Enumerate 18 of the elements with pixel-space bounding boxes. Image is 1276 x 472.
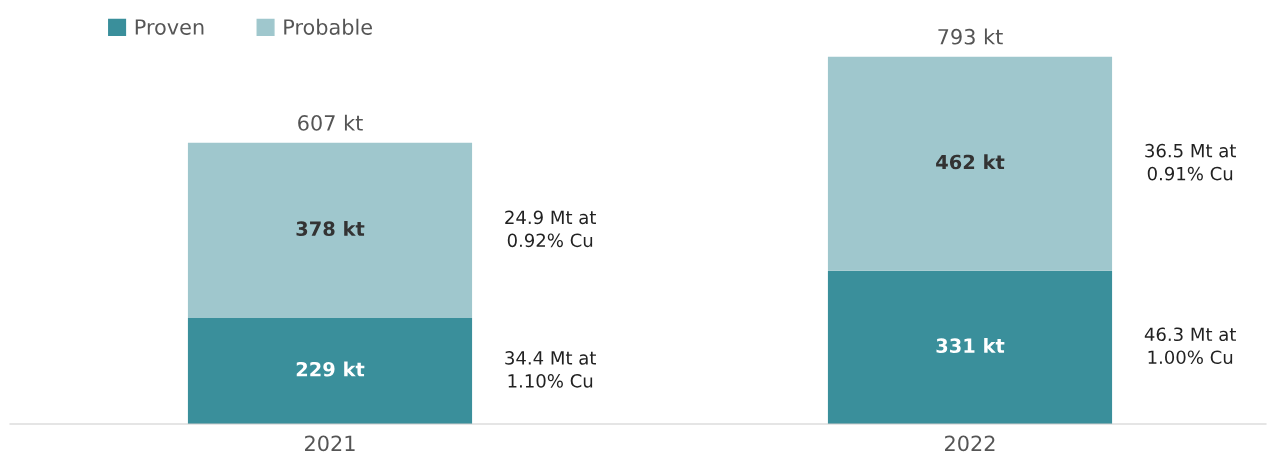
bar — [827, 270, 1113, 424]
x-tick-label: 2021 — [305, 435, 355, 452]
total-label: 607 kt — [298, 114, 363, 131]
data-label: 229 kt — [296, 361, 365, 377]
bar — [187, 317, 473, 424]
x-tick-label: 2022 — [945, 435, 995, 452]
total-label: 793 kt — [938, 28, 1003, 45]
annotation: 46.3 Mt at 1.00% Cu — [1144, 327, 1236, 365]
bar — [187, 142, 473, 318]
annotation: 36.5 Mt at 0.91% Cu — [1145, 143, 1236, 181]
annotation: 34.4 Mt at 1.10% Cu — [505, 351, 596, 388]
legend-label: Probable — [284, 18, 372, 35]
data-label: 331 kt — [936, 337, 1005, 353]
annotation: 24.9 Mt at 0.92% Cu — [505, 210, 596, 248]
data-label: 378 kt — [296, 221, 365, 237]
bar — [827, 56, 1113, 271]
legend-label: Proven — [135, 19, 204, 35]
data-label: 462 kt — [936, 154, 1005, 170]
